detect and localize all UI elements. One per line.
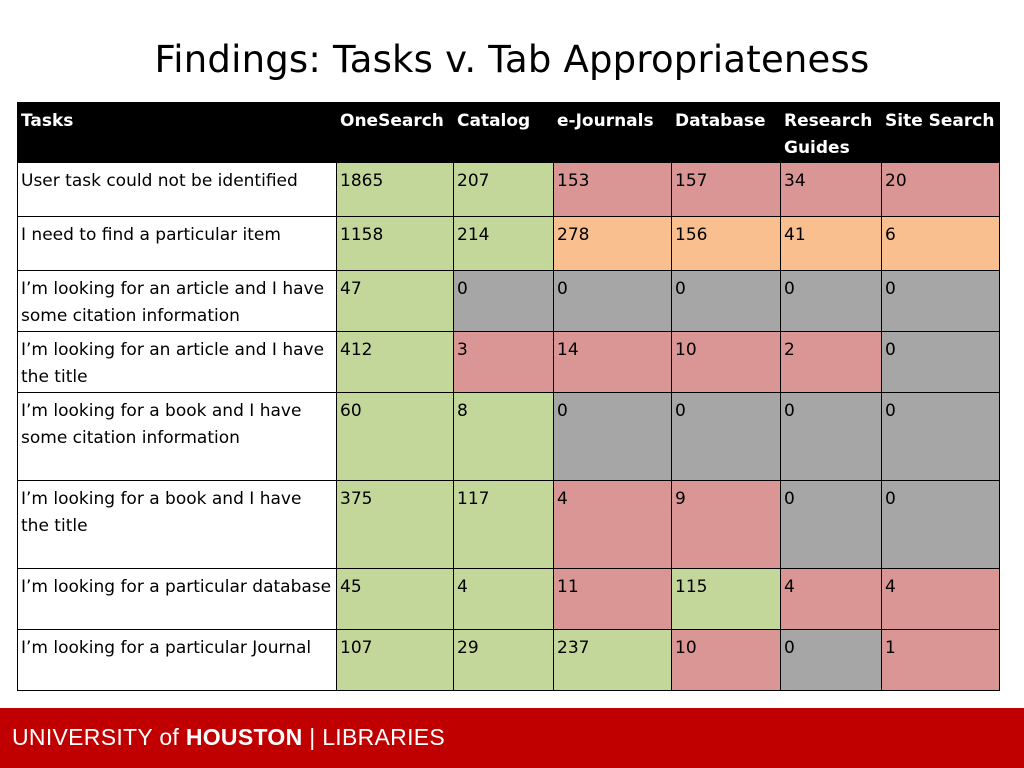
table-row: I’m looking for a book and I have some c… xyxy=(17,392,1000,481)
table-row: I need to find a particular item 1158 214 2… xyxy=(17,216,1000,271)
value-cell: 237 xyxy=(553,629,672,691)
task-cell: I need to find a particular item xyxy=(17,216,337,271)
table-row: I’m looking for an article and I have so… xyxy=(17,270,1000,332)
footer-of: of xyxy=(159,724,180,750)
value-cell: 0 xyxy=(780,392,882,481)
value-cell: 375 xyxy=(336,480,454,569)
table-row: I’m looking for a particular Journal 107 2… xyxy=(17,629,1000,691)
value-cell: 0 xyxy=(453,270,554,332)
value-cell: 117 xyxy=(453,480,554,569)
value-cell: 0 xyxy=(780,480,882,569)
header-research-guides: Research Guides xyxy=(780,102,882,163)
task-cell: I’m looking for a particular database xyxy=(17,568,337,630)
header-catalog: Catalog xyxy=(453,102,554,163)
task-cell: I’m looking for an article and I have th… xyxy=(17,331,337,393)
value-cell: 10 xyxy=(671,331,781,393)
value-cell: 157 xyxy=(671,162,781,217)
value-cell: 45 xyxy=(336,568,454,630)
table-row: I’m looking for a book and I have the ti… xyxy=(17,480,1000,569)
value-cell: 153 xyxy=(553,162,672,217)
table-header-row: Tasks OneSearch Catalog e-Journals Datab… xyxy=(17,102,1000,163)
value-cell: 0 xyxy=(881,392,1000,481)
value-cell: 0 xyxy=(553,392,672,481)
footer-libraries: LIBRARIES xyxy=(322,724,446,750)
value-cell: 0 xyxy=(671,392,781,481)
header-site-search: Site Search xyxy=(881,102,1000,163)
footer-separator: | xyxy=(309,724,316,750)
value-cell: 47 xyxy=(336,270,454,332)
value-cell: 0 xyxy=(881,480,1000,569)
value-cell: 4 xyxy=(881,568,1000,630)
table-row: I’m looking for an article and I have th… xyxy=(17,331,1000,393)
value-cell: 0 xyxy=(780,270,882,332)
value-cell: 34 xyxy=(780,162,882,217)
header-onesearch: OneSearch xyxy=(336,102,454,163)
value-cell: 4 xyxy=(780,568,882,630)
value-cell: 0 xyxy=(780,629,882,691)
value-cell: 0 xyxy=(881,270,1000,332)
task-cell: I’m looking for a particular Journal xyxy=(17,629,337,691)
value-cell: 3 xyxy=(453,331,554,393)
value-cell: 6 xyxy=(881,216,1000,271)
value-cell: 2 xyxy=(780,331,882,393)
value-cell: 10 xyxy=(671,629,781,691)
value-cell: 4 xyxy=(453,568,554,630)
value-cell: 1 xyxy=(881,629,1000,691)
value-cell: 278 xyxy=(553,216,672,271)
footer-houston: HOUSTON xyxy=(185,724,303,750)
value-cell: 115 xyxy=(671,568,781,630)
value-cell: 107 xyxy=(336,629,454,691)
task-cell: User task could not be identified xyxy=(17,162,337,217)
task-cell: I’m looking for a book and I have the ti… xyxy=(17,480,337,569)
value-cell: 0 xyxy=(671,270,781,332)
task-cell: I’m looking for an article and I have so… xyxy=(17,270,337,332)
value-cell: 29 xyxy=(453,629,554,691)
table-body: User task could not be identified 1865 207… xyxy=(17,162,1000,691)
task-cell: I’m looking for a book and I have some c… xyxy=(17,392,337,481)
value-cell: 14 xyxy=(553,331,672,393)
header-ejournals: e-Journals xyxy=(553,102,672,163)
value-cell: 9 xyxy=(671,480,781,569)
header-tasks: Tasks xyxy=(17,102,337,163)
value-cell: 156 xyxy=(671,216,781,271)
value-cell: 214 xyxy=(453,216,554,271)
findings-table: Tasks OneSearch Catalog e-Journals Datab… xyxy=(17,102,1000,691)
value-cell: 4 xyxy=(553,480,672,569)
footer-university: UNIVERSITY xyxy=(12,724,153,750)
footer-bar: UNIVERSITY of HOUSTON | LIBRARIES xyxy=(0,708,1024,768)
value-cell: 11 xyxy=(553,568,672,630)
value-cell: 8 xyxy=(453,392,554,481)
value-cell: 412 xyxy=(336,331,454,393)
header-database: Database xyxy=(671,102,781,163)
value-cell: 60 xyxy=(336,392,454,481)
value-cell: 0 xyxy=(881,331,1000,393)
value-cell: 207 xyxy=(453,162,554,217)
table-row: User task could not be identified 1865 207… xyxy=(17,162,1000,217)
footer-branding: UNIVERSITY of HOUSTON | LIBRARIES xyxy=(12,724,445,751)
value-cell: 1865 xyxy=(336,162,454,217)
value-cell: 1158 xyxy=(336,216,454,271)
value-cell: 41 xyxy=(780,216,882,271)
value-cell: 0 xyxy=(553,270,672,332)
table-row: I’m looking for a particular database 45 4… xyxy=(17,568,1000,630)
slide-title: Findings: Tasks v. Tab Appropriateness xyxy=(154,38,870,81)
value-cell: 20 xyxy=(881,162,1000,217)
